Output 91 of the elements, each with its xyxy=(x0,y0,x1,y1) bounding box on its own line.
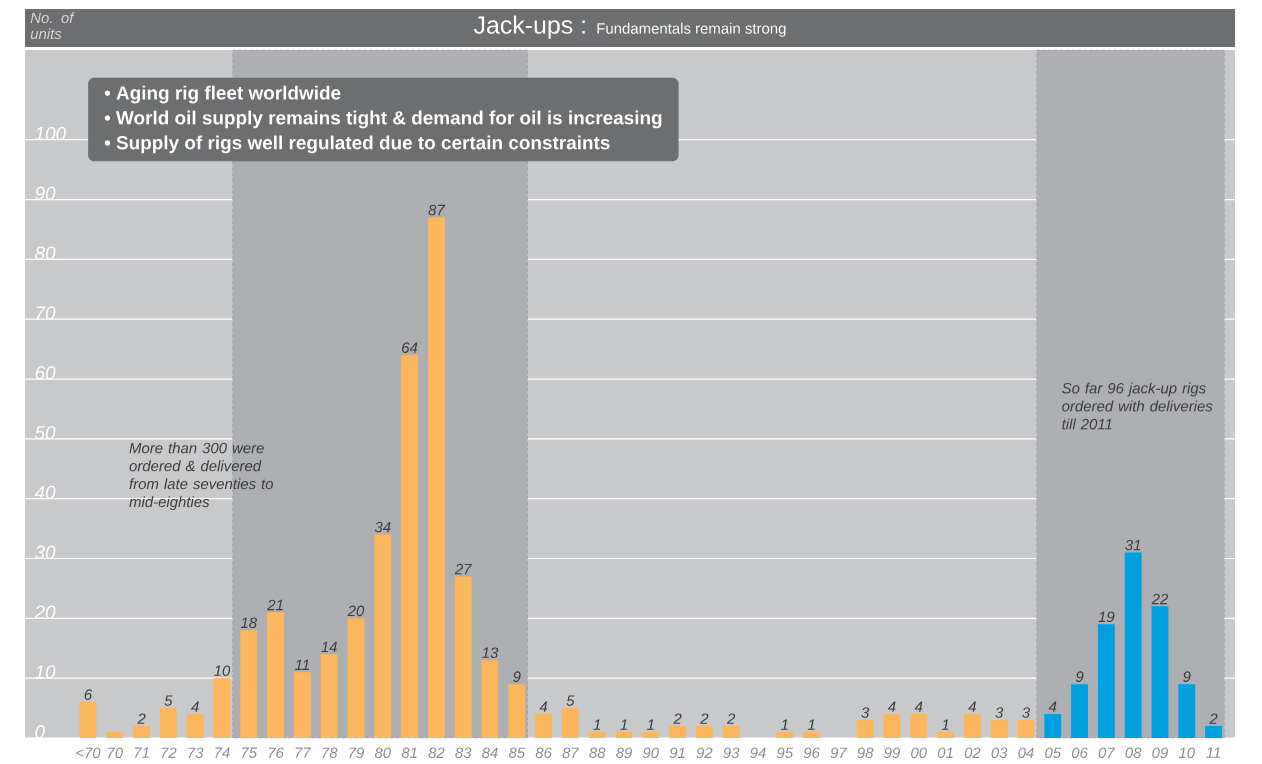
data-label: 5 xyxy=(566,695,575,706)
x-tick-label: 93 xyxy=(723,747,740,759)
data-label: 14 xyxy=(321,641,337,653)
data-label: 87 xyxy=(428,204,446,216)
x-tick-label: 70 xyxy=(108,747,123,759)
x-tick-label: 90 xyxy=(642,747,659,759)
data-label: 4 xyxy=(191,701,199,712)
data-label: 10 xyxy=(214,665,231,676)
x-tick-label: 95 xyxy=(776,747,794,759)
data-label: 1 xyxy=(941,719,949,730)
x-tick-label: 91 xyxy=(669,747,685,759)
data-label: 6 xyxy=(84,689,93,700)
data-label: 3 xyxy=(995,707,1004,718)
data-label: 4 xyxy=(914,701,923,712)
data-label: 4 xyxy=(887,701,896,712)
x-tick-label: 75 xyxy=(242,747,258,758)
data-label: 9 xyxy=(513,671,521,682)
data-label: 22 xyxy=(1151,593,1169,605)
y-axis-title: No. of units xyxy=(30,12,75,40)
x-tick-label: 78 xyxy=(322,747,338,759)
data-label: 2 xyxy=(673,713,682,724)
data-label: 2 xyxy=(726,713,736,724)
x-tick-label: 83 xyxy=(455,747,472,759)
x-tick-label: 09 xyxy=(1152,747,1168,759)
x-tick-label: 79 xyxy=(349,747,364,759)
x-tick-label: 89 xyxy=(616,747,632,759)
x-tick-label: 00 xyxy=(911,747,927,759)
x-tick-label: 74 xyxy=(215,747,230,758)
x-tick-label: 10 xyxy=(1178,747,1195,759)
data-label: 1 xyxy=(620,719,627,730)
annotation: • Aging rig fleet worldwide xyxy=(104,85,341,104)
data-label: 21 xyxy=(267,599,283,611)
annotation: • World oil supply remains tight & demand for oil is increasing xyxy=(104,110,662,129)
x-tick-label: 06 xyxy=(1071,747,1088,759)
x-tick-label: 03 xyxy=(991,747,1008,759)
x-tick-label: 76 xyxy=(268,747,284,759)
data-label: 31 xyxy=(1125,539,1141,551)
x-tick-label: 97 xyxy=(830,747,848,759)
data-label: 1 xyxy=(781,719,788,730)
x-tick-label: 72 xyxy=(161,747,177,758)
x-tick-label: 85 xyxy=(508,747,526,759)
x-tick-label: 04 xyxy=(1018,747,1034,759)
x-tick-label: 02 xyxy=(964,747,981,759)
chart-subtitle: Fundamentals remain strong xyxy=(597,22,786,37)
x-tick-label: 99 xyxy=(884,747,900,759)
x-tick-label: 11 xyxy=(1206,747,1221,758)
data-label: 34 xyxy=(374,521,391,533)
data-label: 9 xyxy=(1183,671,1191,682)
data-label: 4 xyxy=(1048,701,1057,712)
data-label: 1 xyxy=(647,719,654,730)
chart-title: Jack-ups : xyxy=(473,15,585,39)
x-tick-label: 08 xyxy=(1125,747,1142,759)
annotation: • Supply of rigs well regulated due to certain constraints xyxy=(104,135,610,154)
x-tick-label: 84 xyxy=(482,747,498,759)
data-label: 1 xyxy=(807,719,815,730)
data-label: 13 xyxy=(482,647,499,659)
data-label: 18 xyxy=(240,617,257,629)
x-tick-label: 71 xyxy=(134,747,149,758)
data-label: 1 xyxy=(593,719,601,730)
x-tick-label: 80 xyxy=(374,747,391,759)
data-label: 20 xyxy=(347,605,365,617)
x-tick-label: 82 xyxy=(428,747,445,759)
data-label: 3 xyxy=(861,707,870,718)
x-tick-label: 77 xyxy=(295,747,312,758)
x-tick-label: 94 xyxy=(750,747,766,759)
data-label: 2 xyxy=(1209,713,1218,724)
x-tick-label: 98 xyxy=(857,747,874,759)
data-label: 19 xyxy=(1098,611,1115,623)
data-label: 3 xyxy=(1022,707,1030,718)
band-label: More than 300 were ordered & delivered from late seventies to mid-eighties xyxy=(129,442,274,511)
band-label: So far 96 jack-up rigs ordered with deliveries till 2011 xyxy=(1062,382,1213,430)
x-tick-label: <70 xyxy=(76,747,101,759)
data-label: 2 xyxy=(137,713,146,724)
x-tick-label: 92 xyxy=(696,747,713,759)
data-label: 5 xyxy=(164,695,173,706)
x-tick-label: 05 xyxy=(1045,747,1062,759)
data-label: 64 xyxy=(402,342,418,353)
x-tick-label: 73 xyxy=(188,747,204,759)
x-tick-label: 87 xyxy=(562,747,580,759)
data-label: 9 xyxy=(1075,671,1084,682)
data-label: 11 xyxy=(295,659,309,670)
x-tick-label: 96 xyxy=(803,747,820,759)
data-label: 4 xyxy=(968,701,976,712)
data-label: 27 xyxy=(454,563,472,575)
data-label: 4 xyxy=(539,701,548,712)
x-tick-label: 81 xyxy=(401,747,417,759)
x-tick-label: 86 xyxy=(535,747,552,759)
x-tick-label: 88 xyxy=(589,747,606,759)
data-label: 2 xyxy=(700,713,709,724)
x-tick-label: 07 xyxy=(1098,747,1116,759)
x-tick-label: 01 xyxy=(937,747,953,759)
